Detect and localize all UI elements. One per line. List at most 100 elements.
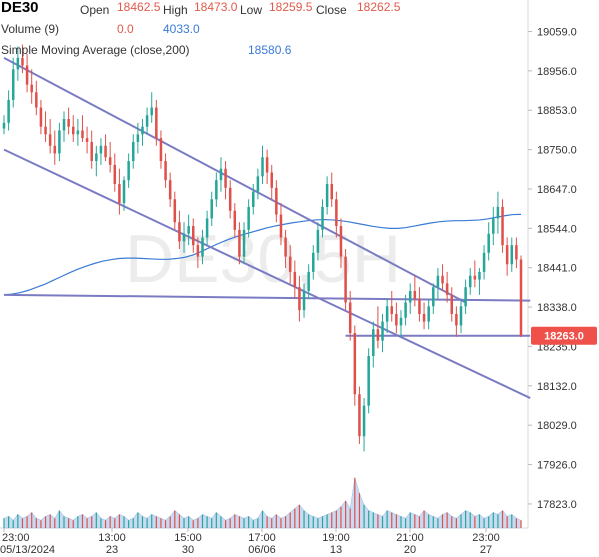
candle-body <box>104 145 107 158</box>
y-tick-label: 18750.0 <box>537 145 577 157</box>
candle-body <box>159 138 163 162</box>
candle-body <box>265 157 269 173</box>
candle-body <box>131 141 135 162</box>
candle-body <box>145 115 149 127</box>
x-tick-date: 27 <box>480 544 492 556</box>
y-tick-label: 18029.0 <box>537 420 577 432</box>
candle-body <box>519 259 523 336</box>
candle-body <box>275 187 278 215</box>
volume-label: Volume (9) <box>1 22 60 36</box>
candle-body <box>496 206 500 219</box>
candle-body <box>192 226 195 246</box>
candle-body <box>118 184 121 204</box>
candle-body <box>353 333 357 395</box>
candle-body <box>168 180 172 200</box>
candle-body <box>90 141 93 162</box>
y-tick-label: 19059.0 <box>537 26 577 38</box>
candle-body <box>399 317 403 326</box>
candle-body <box>316 229 320 253</box>
candle-body <box>242 229 246 257</box>
candle-body <box>376 329 380 341</box>
high-value: 18473.0 <box>194 0 238 14</box>
close-value: 18262.5 <box>357 0 401 14</box>
candle-body <box>85 138 89 142</box>
y-tick-label: 18132.0 <box>537 381 577 393</box>
candle-body <box>256 176 260 192</box>
candle-body <box>233 210 237 230</box>
candle-body <box>390 306 394 314</box>
candle-body <box>76 130 80 135</box>
candle-body <box>367 356 370 406</box>
candle-body <box>381 321 384 341</box>
candle-body <box>16 57 20 70</box>
chart-legend: DE30 Open 18462.5 High 18473.0 Low 18259… <box>0 0 599 60</box>
last-price-label: 18263.0 <box>544 331 584 343</box>
candle-body <box>210 199 213 219</box>
candle-body <box>501 206 504 246</box>
candle-body <box>150 107 153 116</box>
candle-body <box>21 57 24 66</box>
x-tick-date: 05/13/2024 <box>0 544 55 556</box>
candle-body <box>219 168 223 181</box>
last-price-badge <box>531 326 597 345</box>
candle-body <box>247 206 250 230</box>
candle-body <box>252 191 255 207</box>
candle-body <box>136 134 140 142</box>
candle-body <box>312 252 315 272</box>
x-tick-time: 17:00 <box>248 532 276 544</box>
candle-body <box>30 84 33 93</box>
candle-body <box>270 172 273 188</box>
candle-body <box>67 119 70 127</box>
candle-body <box>445 283 449 295</box>
open-value: 18462.5 <box>117 0 161 14</box>
y-tick-label: 18853.0 <box>537 105 577 117</box>
candle-body <box>2 122 6 129</box>
sma-label: Simple Moving Average (close,200) <box>1 43 190 57</box>
candle-body <box>155 107 158 139</box>
candle-body <box>7 99 10 123</box>
candle-body <box>99 145 103 154</box>
y-tick-label: 17823.0 <box>537 499 577 511</box>
candle-body <box>362 405 366 437</box>
y-tick-label: 17926.0 <box>537 460 577 472</box>
open-label: Open <box>80 3 110 17</box>
candle-body <box>201 237 204 257</box>
candle-body <box>81 130 84 139</box>
x-tick-date: 20 <box>404 544 416 556</box>
x-tick-time: 23:00 <box>2 532 30 544</box>
candle-body <box>164 161 167 181</box>
x-tick-date: 13 <box>330 544 342 556</box>
x-tick-time: 13:00 <box>98 532 126 544</box>
candle-body <box>261 157 264 177</box>
candle-body <box>432 287 435 307</box>
candle-body <box>478 271 481 280</box>
candle-body <box>395 313 398 326</box>
low-label: Low <box>240 3 263 17</box>
candle-body <box>455 313 458 326</box>
y-tick-label: 18544.0 <box>537 223 577 235</box>
candle-body <box>205 218 209 238</box>
candle-body <box>288 256 292 272</box>
candle-body <box>459 306 463 326</box>
y-tick-label: 18647.0 <box>537 184 577 196</box>
candle-body <box>113 164 117 184</box>
trend-line <box>3 56 467 304</box>
candle-body <box>487 233 490 253</box>
candle-body <box>335 199 338 227</box>
candle-body <box>48 134 52 146</box>
candle-body <box>482 252 486 272</box>
candle-body <box>178 222 181 242</box>
candle-body <box>450 294 454 314</box>
candle-body <box>325 184 329 207</box>
candle-body <box>141 126 144 135</box>
candle-body <box>510 245 514 265</box>
volume-ma-value: 4033.0 <box>163 22 200 36</box>
candle-body <box>418 298 421 314</box>
trend-line <box>3 148 531 399</box>
candle-body <box>492 218 495 234</box>
candle-body <box>62 119 66 131</box>
candle-body <box>35 92 38 108</box>
y-tick-label: 18338.0 <box>537 302 577 314</box>
